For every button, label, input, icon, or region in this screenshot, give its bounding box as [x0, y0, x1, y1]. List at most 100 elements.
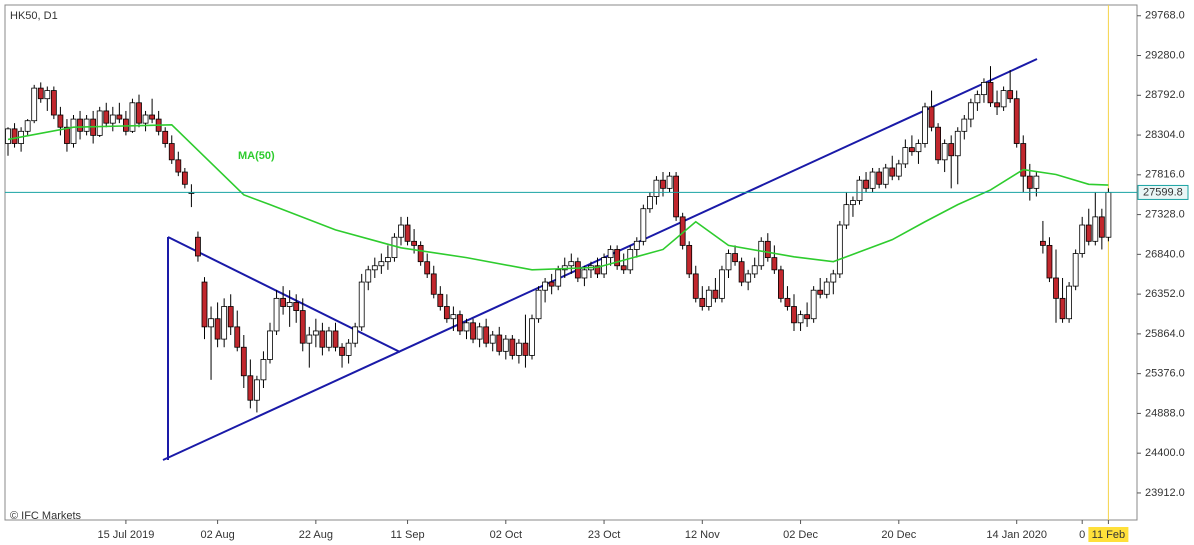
- candle-body: [555, 269, 562, 287]
- candle-body: [830, 273, 837, 283]
- candle-body: [994, 102, 1000, 108]
- candle-body: [168, 143, 175, 161]
- candle-body: [1066, 285, 1072, 320]
- candle-body: [647, 196, 653, 210]
- candle-body: [935, 126, 941, 161]
- candle-body: [902, 147, 909, 165]
- y-tick-label: 24888.0: [1145, 407, 1185, 419]
- candle-body: [974, 94, 981, 104]
- y-tick-label: 29280.0: [1145, 49, 1185, 61]
- candle-body: [149, 114, 156, 120]
- candle-body: [909, 147, 915, 153]
- candle-body: [31, 87, 38, 122]
- candle-body: [574, 261, 581, 279]
- candle-body: [96, 110, 103, 136]
- candle-body: [1098, 216, 1105, 238]
- candle-body: [306, 334, 313, 344]
- candle-body: [1072, 253, 1079, 287]
- candle-body: [424, 261, 431, 275]
- candle-body: [948, 143, 955, 157]
- candle-body: [882, 167, 889, 185]
- candle-body: [954, 130, 961, 157]
- candle-body: [961, 118, 968, 132]
- candle-body: [371, 265, 378, 271]
- candle-body: [568, 261, 575, 267]
- candle-body: [247, 375, 254, 401]
- candle-body: [1026, 175, 1033, 189]
- x-tick-label: 23 Oct: [588, 529, 620, 541]
- candle-body: [594, 265, 601, 275]
- candle-body: [1092, 216, 1099, 242]
- ma-line: [7, 123, 1109, 271]
- candle-body: [103, 110, 110, 124]
- candle-body: [987, 82, 994, 104]
- candle-body: [260, 359, 267, 381]
- candle-body: [312, 330, 319, 336]
- candle-body: [1020, 143, 1027, 177]
- candle-body: [1105, 192, 1112, 238]
- candle-body: [50, 90, 57, 116]
- y-tick-label: 27816.0: [1145, 169, 1185, 181]
- candle-body: [889, 167, 896, 177]
- y-tick-label: 27328.0: [1145, 208, 1185, 220]
- trend-drawings: [162, 58, 1038, 461]
- candle-body: [463, 322, 470, 332]
- candle-body: [581, 269, 588, 279]
- y-tick-label: 28304.0: [1145, 129, 1185, 141]
- candle-body: [771, 257, 778, 271]
- candle-body: [876, 171, 883, 185]
- candle-body: [345, 342, 352, 356]
- candle-body: [11, 128, 18, 144]
- candle-body: [516, 342, 522, 356]
- triangle-upper: [167, 236, 401, 353]
- candle-body: [208, 318, 214, 328]
- candle-body: [673, 175, 679, 218]
- candle-body: [64, 126, 70, 144]
- y-tick-label: 26352.0: [1145, 288, 1185, 300]
- x-tick-label: 02 Oct: [490, 529, 522, 541]
- candle-body: [784, 297, 791, 307]
- candle-body: [797, 314, 804, 324]
- candle-body: [476, 326, 483, 340]
- candle-body: [443, 306, 450, 320]
- candle-body: [57, 114, 64, 128]
- candle-body: [450, 314, 457, 320]
- candle-body: [778, 269, 784, 299]
- x-tick-label: 02 Dec: [783, 529, 818, 541]
- candle-body: [1007, 90, 1014, 100]
- candle-body: [162, 130, 169, 144]
- candle-body: [437, 293, 444, 307]
- candle-body: [253, 379, 260, 401]
- candle-body: [1046, 244, 1053, 279]
- candle-body: [928, 106, 935, 128]
- candle-body: [286, 302, 293, 307]
- candle-body: [836, 224, 843, 275]
- candle-body: [5, 128, 11, 144]
- candle-body: [181, 171, 188, 185]
- candle-body: [37, 87, 44, 100]
- candle-body: [273, 297, 280, 332]
- x-tick-label: 15 Jul 2019: [97, 529, 154, 541]
- x-tick-label: 11 Sep: [391, 529, 425, 541]
- candle-body: [1040, 240, 1046, 246]
- candle-body: [915, 143, 922, 153]
- candle-body: [221, 306, 228, 340]
- candle-body: [895, 163, 902, 177]
- candle-body: [1000, 90, 1007, 108]
- candle-body: [548, 281, 555, 287]
- candle-body: [24, 120, 31, 132]
- candle-body: [863, 179, 869, 189]
- candle-body: [633, 240, 640, 250]
- candle-body: [535, 289, 542, 320]
- candle-body: [653, 179, 660, 197]
- candle-body: [758, 240, 765, 267]
- candle-body: [922, 106, 928, 144]
- candle-body: [732, 253, 738, 263]
- candle-body: [417, 244, 424, 263]
- candles: [5, 66, 1112, 413]
- candle-body: [319, 330, 326, 348]
- candle-body: [509, 338, 516, 356]
- candle-body: [764, 240, 771, 259]
- candle-body: [70, 118, 77, 144]
